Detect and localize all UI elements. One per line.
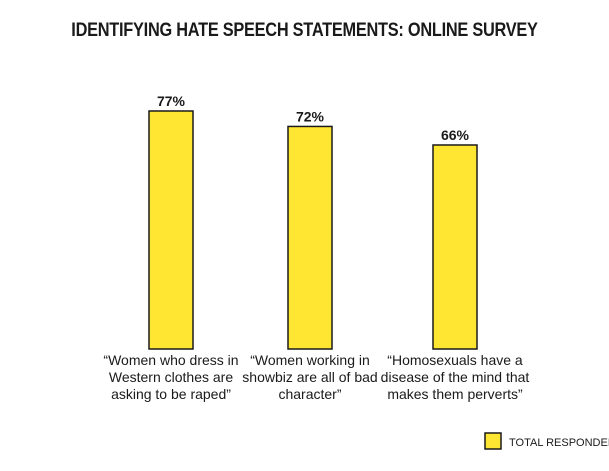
- bar-3: [432, 144, 478, 350]
- category-label-2-line-2: showbiz are all of bad: [242, 369, 377, 385]
- category-label-2-line-3: character”: [278, 386, 341, 402]
- legend-swatch: [484, 432, 502, 450]
- category-label-3-line-1: “Homosexuals have a: [387, 352, 523, 368]
- category-label-1-line-2: Western clothes are: [109, 369, 233, 385]
- chart-title: IDENTIFYING HATE SPEECH STATEMENTS: ONLI…: [71, 20, 538, 41]
- category-label-3-line-3: makes them perverts”: [387, 386, 523, 402]
- bar-2: [287, 125, 333, 350]
- category-label-1-line-1: “Women who dress in: [103, 352, 238, 368]
- value-label-2: 72%: [296, 108, 325, 124]
- category-label-1-line-3: asking to be raped”: [111, 386, 231, 402]
- bar-1: [148, 110, 194, 350]
- value-label-3: 66%: [441, 127, 470, 143]
- category-label-2-line-1: “Women working in: [250, 352, 370, 368]
- value-label-1: 77%: [157, 93, 186, 109]
- legend-label: TOTAL RESPONDENTS: [509, 437, 609, 449]
- category-label-3-line-2: disease of the mind that: [381, 369, 530, 385]
